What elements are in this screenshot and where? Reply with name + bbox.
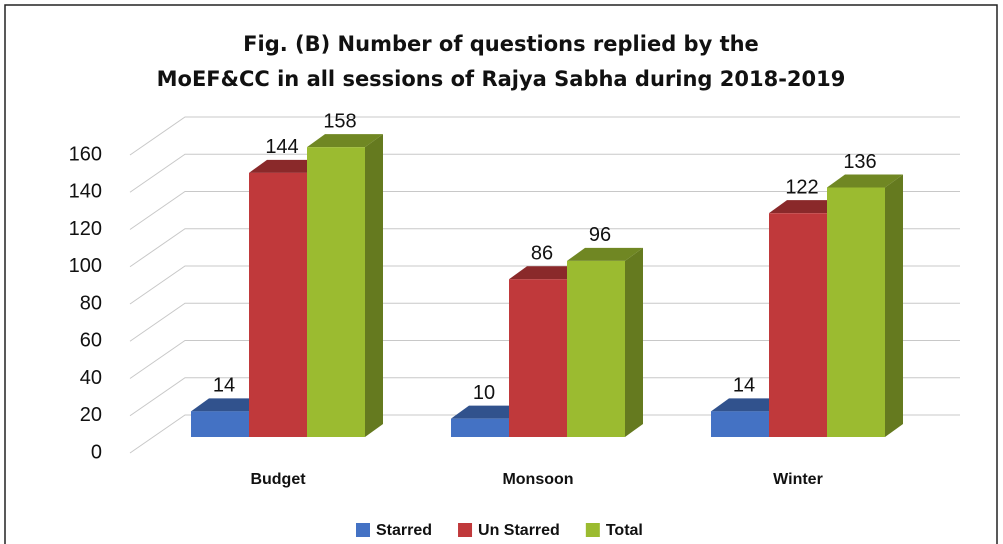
bar-top [249,159,325,173]
value-label: 10 [473,382,495,404]
bar [827,174,903,437]
bar [711,398,787,437]
legend-swatch [458,523,473,537]
value-label: 136 [843,151,876,173]
legend-label: Un Starred [478,522,560,539]
y-tick-label: 100 [69,255,102,277]
bar-front [711,411,769,437]
bar-side [625,247,643,437]
value-label: 14 [213,375,235,397]
bar-front [827,187,885,437]
bar-front [191,411,249,437]
bar-top [769,200,845,214]
bar-side [365,134,383,437]
x-tick-label: Winter [773,471,823,488]
y-tick-label: 160 [69,143,102,165]
y-tick-label: 0 [91,441,102,463]
value-label: 14 [733,375,755,397]
bar [509,266,585,437]
bar-front [451,418,509,437]
bar-front [509,279,567,437]
bar [567,247,643,437]
value-label: 122 [785,176,818,198]
y-tick-label: 80 [80,292,102,314]
grid-line [129,265,960,305]
y-tick-label: 120 [69,218,102,240]
legend-label: Starred [376,522,432,539]
chart-title: Fig. (B) Number of questions replied by … [243,32,759,56]
grid-line [129,340,960,379]
y-tick-label: 40 [80,367,102,389]
bar-top [307,134,383,148]
chart-frame [4,4,998,544]
y-tick-label: 20 [80,404,102,426]
y-tick-label: 140 [69,181,102,203]
bar-front [567,260,625,437]
x-tick-label: Monsoon [502,471,573,488]
grid-line [129,302,960,342]
bar-top [711,398,787,412]
bar-side [885,174,903,437]
grid-line [129,414,960,454]
bar-front [769,213,827,437]
value-label: 144 [265,136,298,158]
legend-swatch [356,523,370,537]
bar-top [827,174,903,188]
bar-front [307,147,365,437]
legend-swatch [585,523,600,537]
y-tick-label: 60 [80,330,102,352]
bar-top [567,247,643,261]
chart-title: MoEF&CC in all sessions of Rajya Sabha d… [157,67,846,91]
x-tick-label: Budget [250,471,306,488]
bar-top [509,266,585,280]
legend-label: Total [606,522,643,539]
grid-line [129,153,960,193]
bar-front [249,172,307,437]
bar-top [451,405,527,419]
value-label: 158 [323,110,356,132]
grid-line [129,228,960,268]
bar-top [191,398,267,412]
value-label: 96 [589,224,611,246]
grid-line [129,191,960,230]
bar [307,134,383,437]
grid-line [129,377,960,417]
grid-line [129,116,960,156]
value-label: 86 [531,243,553,265]
